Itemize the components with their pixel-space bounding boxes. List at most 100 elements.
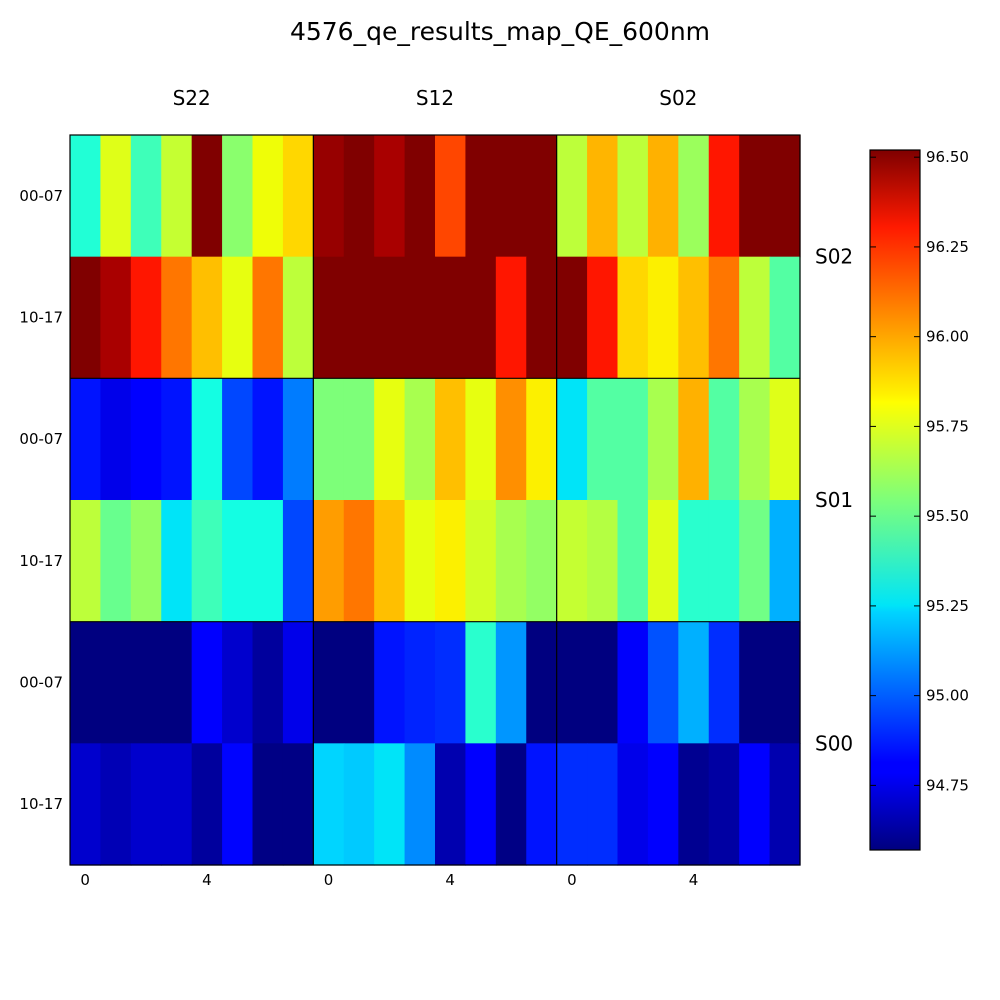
heatmap-cell xyxy=(252,135,284,258)
heatmap-cell xyxy=(222,621,254,744)
heatmap-cell xyxy=(130,621,162,744)
heatmap-cell xyxy=(70,743,102,866)
column-group-labels: S22 S12 S02 xyxy=(173,86,698,110)
heatmap-cell xyxy=(708,621,740,744)
x-tick-label: 4 xyxy=(689,871,699,889)
heatmap-cell xyxy=(678,621,710,744)
heatmap-cell xyxy=(587,743,619,866)
colorbar xyxy=(869,149,921,851)
heatmap-cell xyxy=(526,500,558,623)
row-tick-label: 10-17 xyxy=(19,309,63,327)
heatmap-cell xyxy=(191,378,223,501)
heatmap-cell xyxy=(404,743,436,866)
heatmap-cell xyxy=(526,743,558,866)
heatmap-cell xyxy=(130,500,162,623)
heatmap-cell xyxy=(191,256,223,379)
heatmap-cell xyxy=(374,500,406,623)
heatmap-cell xyxy=(435,256,467,379)
heatmap-cell xyxy=(191,135,223,258)
heatmap-cell xyxy=(435,743,467,866)
row-group-label: S01 xyxy=(815,488,853,512)
heatmap-cell xyxy=(130,743,162,866)
heatmap-cell xyxy=(647,135,679,258)
heatmap-cell xyxy=(343,500,375,623)
heatmap-cell xyxy=(130,135,162,258)
colorbar-tick-label: 96.25 xyxy=(926,238,969,256)
heatmap-cell xyxy=(769,621,801,744)
heatmap-cell xyxy=(70,135,102,258)
heatmap-cell xyxy=(435,500,467,623)
heatmap-cell xyxy=(556,378,588,501)
heatmap-cell xyxy=(708,378,740,501)
heatmap-cell xyxy=(769,135,801,258)
heatmap-cell xyxy=(495,256,527,379)
heatmap-cell xyxy=(343,135,375,258)
heatmap-cell xyxy=(130,256,162,379)
heatmap-cell xyxy=(769,743,801,866)
heatmap-cell xyxy=(404,621,436,744)
heatmap-cell xyxy=(100,743,132,866)
heatmap-cell xyxy=(617,256,649,379)
heatmap-cell xyxy=(161,135,193,258)
row-tick-label: 10-17 xyxy=(19,795,63,813)
heatmap-cell xyxy=(495,621,527,744)
heatmap-cell xyxy=(282,621,314,744)
heatmap-cell xyxy=(617,500,649,623)
heatmap-cell xyxy=(313,135,345,258)
heatmap-cell xyxy=(647,621,679,744)
row-group-labels: S02 S01 S00 xyxy=(815,245,853,756)
colorbar-ticks: 94.75 95.00 95.25 95.50 95.75 96.00 96.25 96.50 xyxy=(870,148,969,794)
heatmap-cell xyxy=(374,256,406,379)
heatmap-cell xyxy=(161,256,193,379)
heatmap-cell xyxy=(222,500,254,623)
heatmap-cell xyxy=(647,256,679,379)
heatmap-cell xyxy=(313,743,345,866)
heatmap-cell xyxy=(191,500,223,623)
heatmap-cell xyxy=(100,135,132,258)
heatmap-cell xyxy=(100,256,132,379)
heatmap-cell xyxy=(404,135,436,258)
colorbar-tick-label: 95.00 xyxy=(926,687,969,705)
heatmap-cell xyxy=(739,256,771,379)
row-tick-label: 00-07 xyxy=(19,187,63,205)
heatmap-cell xyxy=(556,135,588,258)
heatmap-cell xyxy=(435,621,467,744)
heatmap-cell xyxy=(222,378,254,501)
heatmap-cell xyxy=(100,500,132,623)
colorbar-tick-label: 95.50 xyxy=(926,507,969,525)
heatmap-cell xyxy=(343,256,375,379)
colorbar-tick-label: 95.25 xyxy=(926,597,969,615)
heatmap-cell xyxy=(191,621,223,744)
heatmap-cell xyxy=(100,621,132,744)
heatmap-cell xyxy=(769,256,801,379)
heatmap-cell xyxy=(343,378,375,501)
heatmap-cell xyxy=(739,500,771,623)
plot-frame xyxy=(69,134,801,866)
x-tick-label: 0 xyxy=(80,871,90,889)
heatmap-cell xyxy=(222,743,254,866)
row-tick-label: 00-07 xyxy=(19,430,63,448)
heatmap-cell xyxy=(70,378,102,501)
heatmap-cell xyxy=(526,378,558,501)
heatmap-cell xyxy=(526,621,558,744)
heatmap-cell xyxy=(282,500,314,623)
chart-title: 4576_qe_results_map_QE_600nm xyxy=(290,17,710,46)
heatmap-cell xyxy=(313,256,345,379)
heatmap-cell xyxy=(678,743,710,866)
heatmap-cell xyxy=(70,500,102,623)
heatmap-cell xyxy=(465,256,497,379)
heatmap-cell xyxy=(617,621,649,744)
heatmap-cell xyxy=(191,743,223,866)
heatmap-cell xyxy=(617,743,649,866)
heatmap-cell xyxy=(404,378,436,501)
heatmap-cell xyxy=(495,500,527,623)
colorbar-tick-label: 94.75 xyxy=(926,776,969,794)
heatmap-cell xyxy=(282,378,314,501)
heatmap-cell xyxy=(374,621,406,744)
heatmap-cell xyxy=(313,378,345,501)
heatmap-cell xyxy=(161,621,193,744)
colorbar-tick-label: 96.50 xyxy=(926,148,969,166)
heatmap-cell xyxy=(495,135,527,258)
heatmap-cell xyxy=(465,621,497,744)
heatmap-cell xyxy=(678,256,710,379)
